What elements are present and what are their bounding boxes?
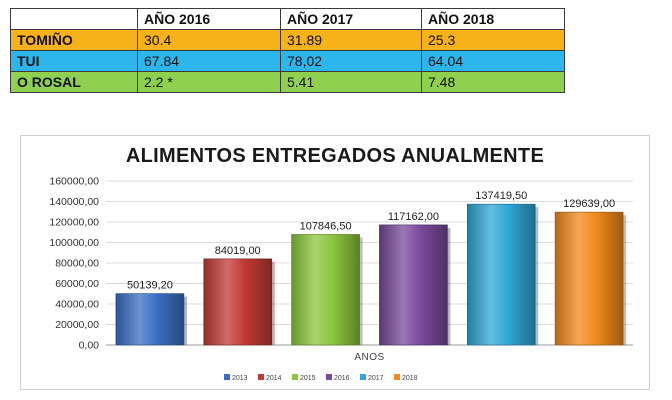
value-cell: 7.48 [421, 71, 565, 93]
y-tick-label: 40000,00 [55, 299, 99, 311]
y-tick-label: 160000,00 [49, 176, 99, 188]
header-cell: AÑO 2017 [280, 8, 422, 30]
data-label: 137419,50 [475, 190, 527, 202]
header-cell [10, 8, 138, 30]
y-tick-label: 0,00 [79, 340, 100, 352]
value-cell: 2.2 * [137, 71, 281, 93]
legend-label: 2015 [300, 375, 316, 382]
data-label: 50139,20 [127, 280, 173, 292]
chart-title: ALIMENTOS ENTREGADOS ANUALMENTE [125, 145, 545, 167]
data-label: 84019,00 [215, 245, 261, 257]
legend-swatch [292, 374, 298, 380]
legend-label: 2016 [334, 375, 350, 382]
y-tick-label: 100000,00 [49, 237, 99, 249]
header-cell: AÑO 2016 [137, 8, 281, 30]
table-header-row: AÑO 2016 AÑO 2017 AÑO 2018 [10, 8, 565, 30]
bar [379, 224, 448, 346]
table-row: TUI 67.84 78,02 64.04 [10, 50, 565, 72]
value-cell: 31.89 [280, 29, 422, 51]
legend-label: 2014 [266, 375, 282, 382]
value-cell: 25.3 [421, 29, 565, 51]
y-tick-label: 140000,00 [49, 196, 99, 208]
bar [115, 293, 185, 346]
header-cell: AÑO 2018 [421, 8, 565, 30]
table-row: TOMIÑO 30.4 31.89 25.3 [10, 29, 565, 51]
bar [203, 258, 273, 346]
value-cell: 67.84 [137, 50, 281, 72]
bar [291, 234, 360, 346]
bar [466, 203, 536, 346]
legend-label: 2013 [232, 375, 248, 382]
y-tick-label: 80000,00 [55, 258, 99, 270]
bar-chart: 0,00 20000,00 40000,00 60000,00 80000,00 1000… [20, 135, 650, 390]
data-table: AÑO 2016 AÑO 2017 AÑO 2018 TOMIÑO 30.4 3… [10, 8, 565, 93]
bar [554, 211, 624, 346]
data-label: 129639,00 [563, 198, 615, 210]
chart-plot-area: 0,00 20000,00 40000,00 60000,00 80000,00 1000… [49, 176, 633, 382]
legend-label: 2017 [368, 375, 384, 382]
table-row: O ROSAL 2.2 * 5.41 7.48 [10, 71, 565, 93]
value-cell: 78,02 [280, 50, 422, 72]
legend-swatch [394, 374, 400, 380]
value-cell: 64.04 [421, 50, 565, 72]
y-tick-label: 20000,00 [55, 319, 99, 331]
row-name-cell: O ROSAL [10, 71, 138, 93]
legend-swatch [326, 374, 332, 380]
row-name-cell: TUI [10, 50, 138, 72]
legend-swatch [258, 374, 264, 380]
value-cell: 5.41 [280, 71, 422, 93]
value-cell: 30.4 [137, 29, 281, 51]
row-name-cell: TOMIÑO [10, 29, 138, 51]
y-tick-label: 120000,00 [49, 217, 99, 229]
legend-label: 2018 [402, 375, 418, 382]
data-label: 117162,00 [388, 211, 439, 223]
data-label: 107846,50 [300, 220, 352, 232]
x-axis-label: ANOS [354, 352, 384, 363]
legend-swatch [360, 374, 366, 380]
legend-swatch [224, 374, 230, 380]
y-tick-label: 60000,00 [55, 278, 99, 290]
